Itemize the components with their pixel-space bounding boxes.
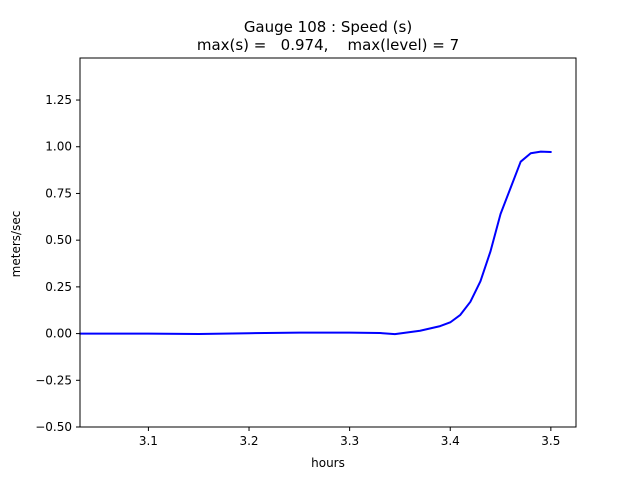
y-tick-label: 0.75 bbox=[45, 186, 72, 200]
y-tick-label: −0.50 bbox=[35, 420, 72, 434]
x-tick-label: 3.3 bbox=[340, 434, 359, 448]
y-tick-label: 0.50 bbox=[45, 233, 72, 247]
y-axis-label: meters/sec bbox=[9, 211, 23, 278]
y-tick-label: 0.00 bbox=[45, 327, 72, 341]
chart-title: Gauge 108 : Speed (s) bbox=[244, 18, 412, 36]
chart-subtitle: max(s) = 0.974, max(level) = 7 bbox=[197, 36, 459, 54]
x-tick-label: 3.1 bbox=[139, 434, 158, 448]
x-tick-label: 3.4 bbox=[441, 434, 460, 448]
plot-frame bbox=[79, 57, 577, 428]
plot-area: 3.1 3.2 3.3 3.4 3.5 −0.50 −0.25 0.00 0.25 0.50 0.7… bbox=[35, 57, 577, 448]
x-axis-label: hours bbox=[311, 456, 345, 470]
y-tick-label: 1.25 bbox=[45, 93, 72, 107]
y-tick-label: 0.25 bbox=[45, 280, 72, 294]
x-tick-label: 3.5 bbox=[541, 434, 560, 448]
y-tick-label: 1.00 bbox=[45, 140, 72, 154]
series-line-0 bbox=[79, 150, 552, 336]
x-tick-label: 3.2 bbox=[239, 434, 258, 448]
y-tick-label: −0.25 bbox=[35, 373, 72, 387]
